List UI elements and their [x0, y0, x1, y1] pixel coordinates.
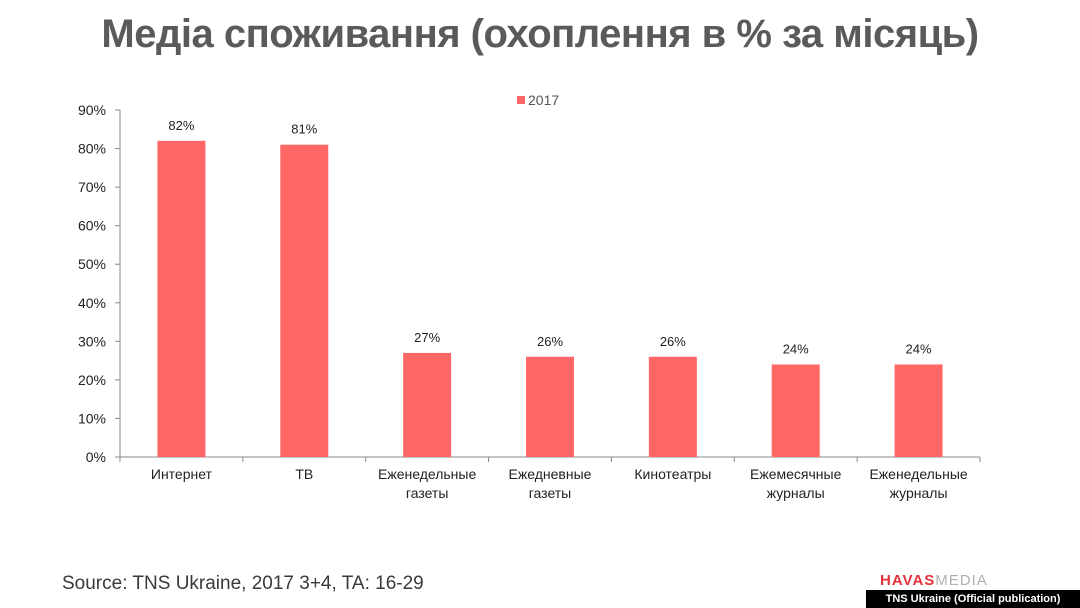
- data-label: 24%: [906, 341, 932, 356]
- x-category-label: газеты: [406, 485, 449, 501]
- bar: [280, 144, 329, 457]
- data-label: 82%: [168, 118, 194, 133]
- x-category-label: Еженедельные: [869, 466, 967, 482]
- havas-media-logo: HAVASMEDIA: [880, 572, 988, 589]
- x-category-label: Ежемесячные: [750, 466, 842, 482]
- x-category-label: журналы: [767, 485, 825, 501]
- bar: [648, 356, 697, 457]
- bar: [894, 364, 943, 457]
- y-tick-label: 90%: [78, 102, 106, 118]
- x-category-label: ТВ: [295, 466, 313, 482]
- x-category-label: Интернет: [151, 466, 213, 482]
- bar: [403, 352, 452, 457]
- slide-title: Медіа споживання (охоплення в % за місяц…: [101, 12, 979, 56]
- y-tick-label: 40%: [78, 295, 106, 311]
- data-label: 81%: [291, 122, 317, 137]
- bar-chart: 0% 10% 20% 30% 40% 50% 60% 70% 80% 90% 82% Интернет…: [78, 92, 981, 501]
- legend-label: 2017: [528, 92, 559, 108]
- data-label: 26%: [537, 334, 563, 349]
- bar: [526, 356, 574, 457]
- x-category-label: Кинотеатры: [634, 466, 711, 482]
- data-label: 27%: [414, 330, 440, 345]
- logo-media: MEDIA: [935, 572, 988, 589]
- y-tick-label: 10%: [78, 410, 106, 426]
- y-tick-label: 50%: [78, 256, 106, 272]
- logo-havas: HAVAS: [880, 572, 936, 589]
- data-label: 26%: [660, 334, 686, 349]
- y-tick-label: 0%: [86, 449, 106, 465]
- x-category-label: газеты: [529, 485, 572, 501]
- y-tick-label: 80%: [78, 141, 106, 157]
- bar: [157, 140, 206, 457]
- x-category-label: журналы: [890, 485, 948, 501]
- y-tick-label: 70%: [78, 179, 106, 195]
- y-tick-label: 30%: [78, 333, 106, 349]
- data-label: 24%: [783, 341, 809, 356]
- legend-swatch: [517, 96, 525, 104]
- credit-label: TNS Ukraine (Official publication): [866, 590, 1080, 608]
- y-tick-label: 60%: [78, 218, 106, 234]
- y-tick-label: 20%: [78, 372, 106, 388]
- bar: [771, 364, 820, 457]
- x-category-label: Еженедельные: [378, 466, 476, 482]
- x-category-label: Ежедневные: [509, 466, 592, 482]
- source-note: Source: TNS Ukraine, 2017 3+4, TA: 16-29: [62, 573, 424, 594]
